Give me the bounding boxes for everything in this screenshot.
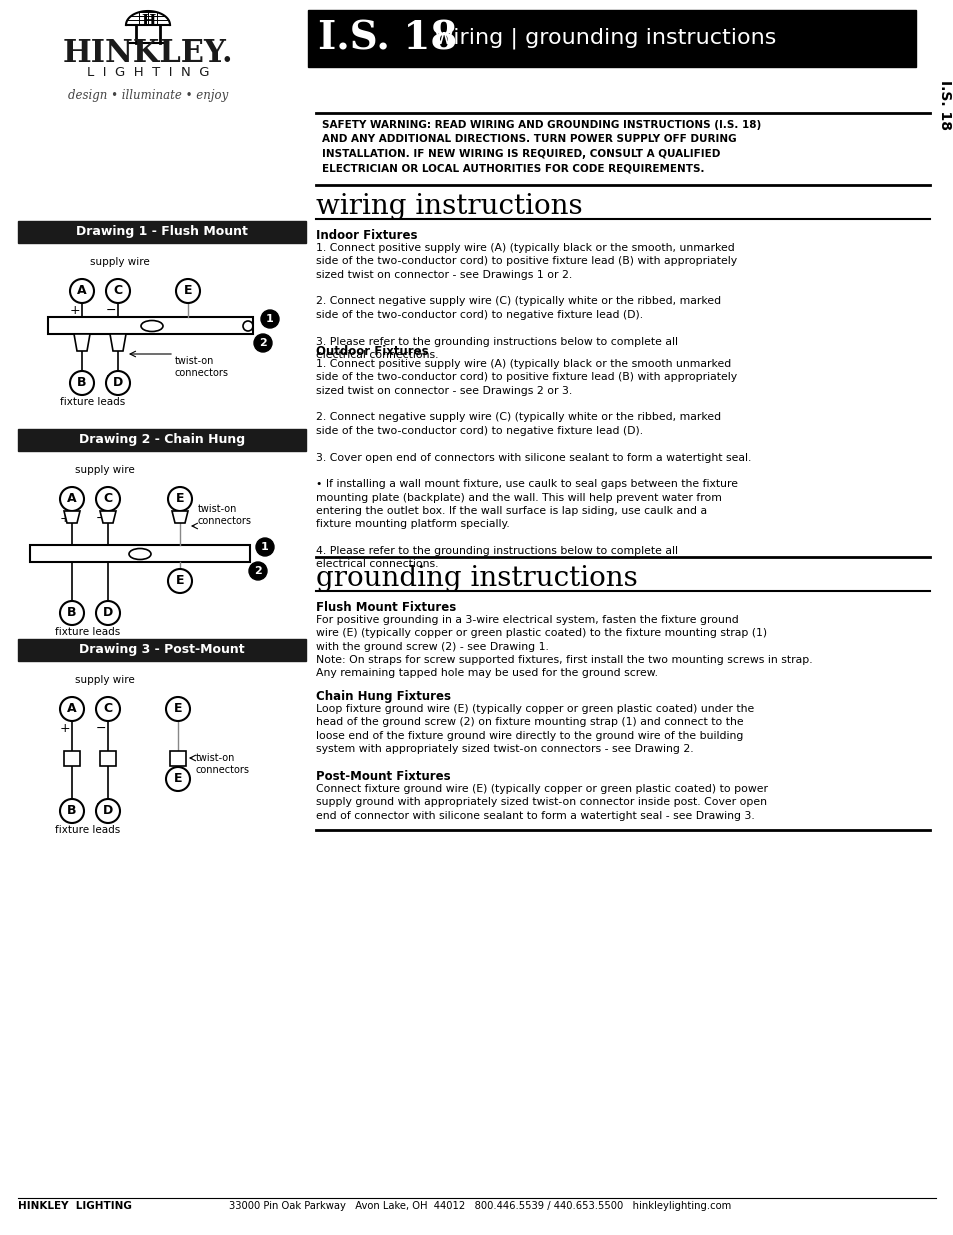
Text: Flush Mount Fixtures: Flush Mount Fixtures (315, 601, 456, 614)
Text: wiring | grounding instructions: wiring | grounding instructions (435, 27, 776, 48)
Text: I.S. 18: I.S. 18 (317, 19, 456, 57)
Circle shape (106, 370, 130, 395)
Text: wiring instructions: wiring instructions (315, 193, 582, 220)
Text: B: B (67, 804, 76, 818)
Text: D: D (103, 606, 113, 620)
Bar (18, 221, 306, 243)
Circle shape (60, 487, 84, 511)
Text: supply wire: supply wire (75, 676, 134, 685)
Text: 1. Connect positive supply wire (A) (typically black or the smooth, unmarked
sid: 1. Connect positive supply wire (A) (typ… (315, 243, 737, 359)
Circle shape (60, 601, 84, 625)
Circle shape (255, 538, 274, 556)
Text: E: E (175, 574, 184, 588)
Bar (48, 317, 253, 333)
Circle shape (60, 697, 84, 721)
Polygon shape (64, 511, 80, 522)
Polygon shape (74, 333, 90, 351)
Text: H: H (141, 14, 155, 28)
Circle shape (70, 370, 94, 395)
Bar (18, 638, 306, 661)
Text: I.S. 18: I.S. 18 (937, 80, 951, 130)
Circle shape (168, 487, 192, 511)
Text: Loop fixture ground wire (E) (typically copper or green plastic coated) under th: Loop fixture ground wire (E) (typically … (315, 704, 754, 755)
Text: HINKLEY.: HINKLEY. (63, 37, 233, 68)
Text: Drawing 2 - Chain Hung: Drawing 2 - Chain Hung (79, 433, 245, 447)
Circle shape (249, 562, 267, 580)
Circle shape (96, 487, 120, 511)
Circle shape (175, 279, 200, 303)
Text: HINKLEY  LIGHTING: HINKLEY LIGHTING (18, 1200, 132, 1212)
Text: 1: 1 (266, 314, 274, 324)
Text: 1. Connect positive supply wire (A) (typically black or the smooth unmarked
side: 1. Connect positive supply wire (A) (typ… (315, 359, 751, 569)
Text: −: − (106, 370, 116, 383)
Text: B: B (77, 377, 87, 389)
Text: fixture leads: fixture leads (60, 396, 125, 408)
Text: Drawing 3 - Post-Mount: Drawing 3 - Post-Mount (79, 643, 245, 657)
Text: grounding instructions: grounding instructions (315, 564, 638, 592)
Text: −: − (95, 722, 106, 735)
Text: C: C (103, 493, 112, 505)
Text: fixture leads: fixture leads (55, 627, 120, 637)
Text: For positive grounding in a 3-wire electrical system, fasten the fixture ground
: For positive grounding in a 3-wire elect… (315, 615, 812, 678)
Text: SAFETY WARNING: READ WIRING AND GROUNDING INSTRUCTIONS (I.S. 18)
AND ANY ADDITIO: SAFETY WARNING: READ WIRING AND GROUNDIN… (322, 120, 760, 173)
Text: fixture leads: fixture leads (55, 825, 120, 835)
Polygon shape (100, 511, 116, 522)
Polygon shape (172, 511, 188, 522)
Polygon shape (170, 751, 186, 766)
Text: Post-Mount Fixtures: Post-Mount Fixtures (315, 769, 450, 783)
Text: E: E (184, 284, 193, 298)
Bar (30, 545, 250, 562)
Text: A: A (67, 493, 77, 505)
Text: Outdoor Fixtures: Outdoor Fixtures (315, 345, 428, 358)
Text: E: E (173, 703, 182, 715)
Text: supply wire: supply wire (75, 466, 134, 475)
Text: Connect fixture ground wire (E) (typically copper or green plastic coated) to po: Connect fixture ground wire (E) (typical… (315, 784, 767, 821)
Text: +: + (60, 513, 71, 525)
Text: +: + (60, 798, 71, 811)
Text: 2: 2 (259, 338, 267, 348)
Circle shape (253, 333, 272, 352)
Text: +: + (60, 600, 71, 613)
Circle shape (96, 601, 120, 625)
Circle shape (168, 569, 192, 593)
Text: Drawing 1 - Flush Mount: Drawing 1 - Flush Mount (76, 226, 248, 238)
Text: L  I  G  H  T  I  N  G: L I G H T I N G (87, 67, 209, 79)
Text: twist-on
connectors: twist-on connectors (198, 504, 252, 526)
Text: 2: 2 (253, 566, 262, 576)
Text: Indoor Fixtures: Indoor Fixtures (315, 228, 417, 242)
Text: design • illuminate • enjoy: design • illuminate • enjoy (68, 89, 228, 101)
Circle shape (261, 310, 278, 329)
Text: A: A (77, 284, 87, 298)
Text: D: D (112, 377, 123, 389)
Text: −: − (95, 513, 106, 525)
Text: Chain Hung Fixtures: Chain Hung Fixtures (315, 690, 451, 703)
Text: B: B (67, 606, 76, 620)
Text: A: A (67, 703, 77, 715)
Text: +: + (70, 304, 80, 317)
Text: +: + (70, 370, 80, 383)
Text: twist-on
connectors: twist-on connectors (195, 753, 250, 776)
Text: supply wire: supply wire (90, 257, 150, 267)
Circle shape (106, 279, 130, 303)
Circle shape (96, 799, 120, 823)
Text: E: E (173, 773, 182, 785)
Text: twist-on
connectors: twist-on connectors (174, 356, 229, 378)
Text: −: − (95, 798, 106, 811)
Text: C: C (103, 703, 112, 715)
Circle shape (60, 799, 84, 823)
Text: D: D (103, 804, 113, 818)
Circle shape (166, 767, 190, 790)
Text: E: E (175, 493, 184, 505)
Text: −: − (106, 304, 116, 317)
Circle shape (70, 279, 94, 303)
Bar (308, 10, 915, 67)
Circle shape (166, 697, 190, 721)
Text: C: C (113, 284, 122, 298)
Text: +: + (60, 722, 71, 735)
Polygon shape (110, 333, 126, 351)
Circle shape (96, 697, 120, 721)
Text: 1: 1 (261, 542, 269, 552)
Bar (18, 429, 306, 451)
Text: 33000 Pin Oak Parkway   Avon Lake, OH  44012   800.446.5539 / 440.653.5500   hin: 33000 Pin Oak Parkway Avon Lake, OH 4401… (229, 1200, 730, 1212)
Polygon shape (64, 751, 80, 766)
